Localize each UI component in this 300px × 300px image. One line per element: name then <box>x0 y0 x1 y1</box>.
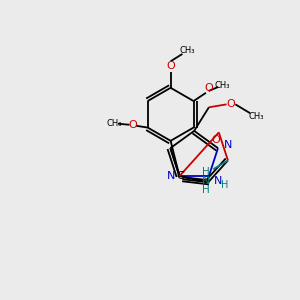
Text: CH₃: CH₃ <box>214 81 230 90</box>
Text: O: O <box>212 135 220 145</box>
Text: CH₃: CH₃ <box>248 112 264 121</box>
Text: O: O <box>226 99 235 110</box>
Text: CH₃: CH₃ <box>179 46 195 56</box>
Text: O: O <box>166 61 175 71</box>
Text: N: N <box>224 140 232 150</box>
Text: H: H <box>202 185 210 195</box>
Text: O: O <box>204 83 213 93</box>
Text: CH₃: CH₃ <box>106 118 122 127</box>
Text: H: H <box>202 167 210 177</box>
Text: N: N <box>214 176 222 186</box>
Text: C: C <box>176 171 184 182</box>
Text: H: H <box>221 180 229 190</box>
Text: N: N <box>202 176 210 186</box>
Text: N: N <box>167 171 176 182</box>
Text: O: O <box>128 120 137 130</box>
